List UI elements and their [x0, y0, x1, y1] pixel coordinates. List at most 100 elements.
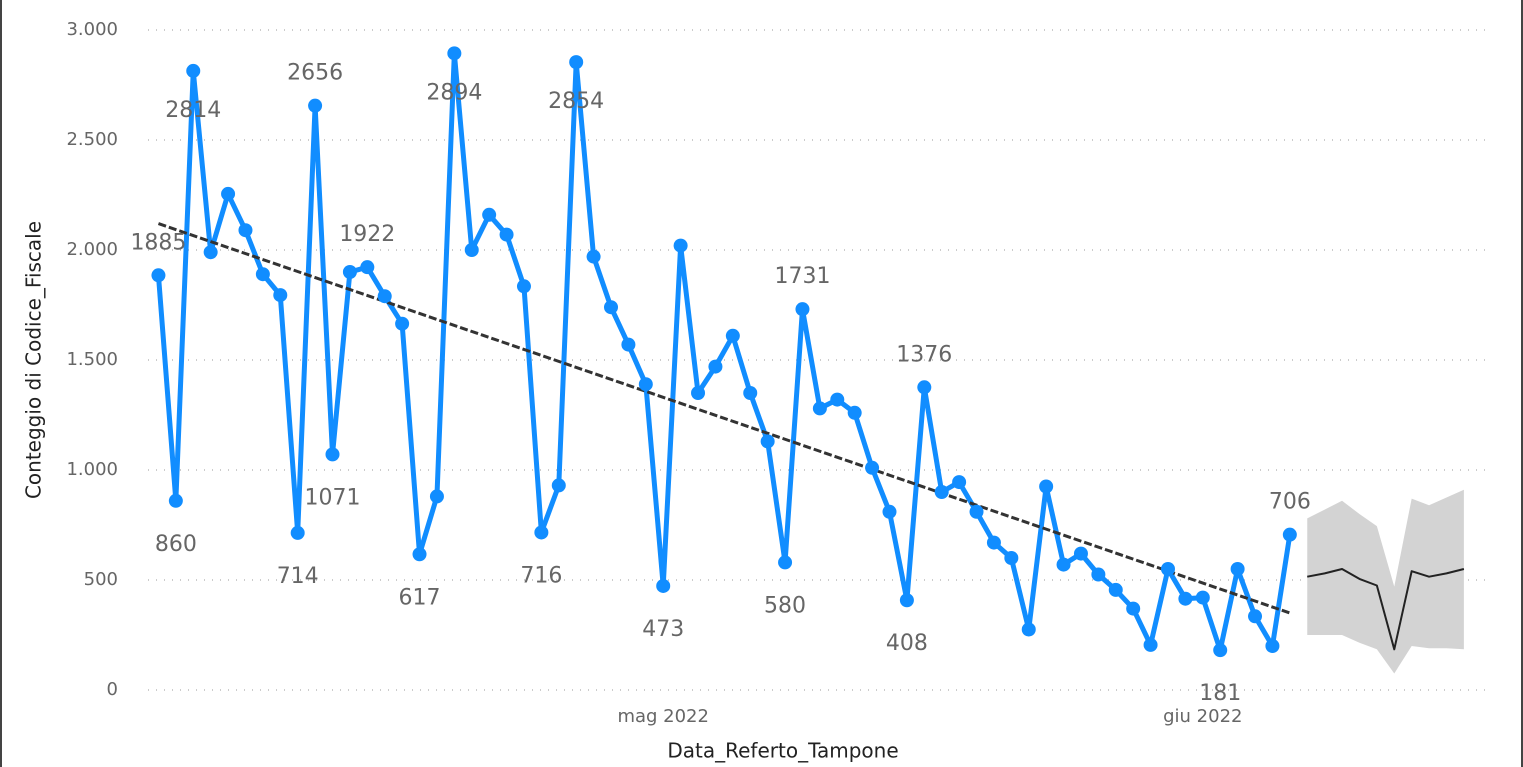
y-tick-label: 1.500 — [66, 349, 118, 370]
point — [534, 525, 549, 540]
point — [778, 555, 793, 570]
point — [395, 316, 410, 331]
forecast-line — [1307, 568, 1465, 651]
point — [725, 328, 740, 343]
point — [1213, 643, 1228, 658]
point — [691, 386, 706, 400]
point — [760, 434, 775, 449]
point — [569, 55, 584, 70]
point — [290, 525, 305, 540]
point — [255, 267, 270, 282]
data-label: 181 — [1199, 681, 1241, 706]
data-label: 1731 — [774, 264, 830, 289]
point — [673, 238, 688, 253]
point — [934, 485, 949, 499]
point — [603, 300, 618, 315]
point — [342, 265, 357, 279]
data-label: 2854 — [548, 89, 604, 114]
point — [308, 98, 323, 113]
y-tick-label: 3.000 — [66, 19, 118, 40]
data-label: 714 — [277, 564, 319, 589]
point — [586, 249, 601, 264]
point — [969, 504, 984, 519]
data-label: 2814 — [165, 98, 221, 123]
y-tick-label: 0 — [107, 679, 118, 700]
point — [899, 593, 914, 608]
point — [151, 268, 166, 283]
point — [830, 392, 845, 407]
point — [1248, 609, 1263, 624]
point — [1195, 590, 1210, 605]
point — [1265, 639, 1280, 653]
point — [499, 227, 514, 242]
data-label: 1885 — [130, 230, 186, 255]
data-label: 1376 — [896, 342, 952, 367]
point — [1091, 567, 1106, 582]
point — [551, 478, 566, 493]
y-tick-label: 2.500 — [66, 129, 118, 150]
point — [621, 337, 636, 352]
data-label: 408 — [886, 631, 928, 656]
point — [516, 279, 531, 294]
data-label: 1071 — [305, 485, 361, 510]
point — [447, 46, 462, 61]
point — [464, 243, 479, 257]
point — [638, 377, 653, 392]
point — [238, 223, 253, 238]
point — [429, 489, 444, 504]
point — [1282, 527, 1297, 542]
point — [743, 386, 758, 400]
data-label: 1922 — [339, 222, 395, 247]
point — [1230, 562, 1245, 576]
point — [917, 380, 932, 395]
point — [986, 535, 1001, 550]
point — [952, 475, 967, 490]
point — [186, 63, 201, 78]
point — [1073, 546, 1088, 561]
x-axis-title: Data_Referto_Tampone — [667, 739, 898, 763]
forecast-band — [1307, 489, 1464, 674]
point — [847, 405, 862, 420]
data-label: 617 — [399, 585, 441, 610]
y-axis-title: Conteggio di Codice_Fiscale — [22, 221, 46, 499]
data-label: 706 — [1269, 490, 1311, 515]
point — [360, 260, 375, 275]
point — [812, 401, 827, 416]
trend-line — [157, 222, 1291, 615]
point — [168, 493, 183, 508]
point — [1160, 562, 1175, 576]
data-label: 473 — [642, 617, 684, 642]
point — [708, 359, 723, 374]
point — [1126, 601, 1141, 616]
data-label: 580 — [764, 593, 806, 618]
point — [377, 289, 392, 304]
data-label: 860 — [155, 532, 197, 557]
point — [203, 245, 218, 260]
y-tick-label: 1.000 — [66, 459, 118, 480]
point — [412, 547, 427, 562]
point — [882, 504, 897, 519]
y-tick-label: 500 — [84, 569, 118, 590]
series-line — [155, 50, 1293, 653]
point — [1039, 479, 1054, 494]
data-label: 2894 — [426, 80, 482, 105]
point — [221, 186, 236, 201]
point — [1021, 622, 1036, 637]
point — [865, 460, 880, 475]
point — [325, 447, 340, 462]
point — [482, 207, 497, 222]
point — [273, 288, 288, 303]
point — [1178, 591, 1193, 606]
data-label: 2656 — [287, 61, 343, 86]
point — [1004, 551, 1019, 565]
data-label: 716 — [520, 563, 562, 588]
x-tick-label: mag 2022 — [617, 706, 709, 727]
x-tick-label: giu 2022 — [1163, 706, 1242, 727]
point — [1108, 582, 1123, 597]
point — [795, 302, 810, 317]
point — [1143, 637, 1158, 652]
point — [1056, 557, 1071, 572]
y-tick-label: 2.000 — [66, 239, 118, 260]
point — [656, 578, 671, 593]
